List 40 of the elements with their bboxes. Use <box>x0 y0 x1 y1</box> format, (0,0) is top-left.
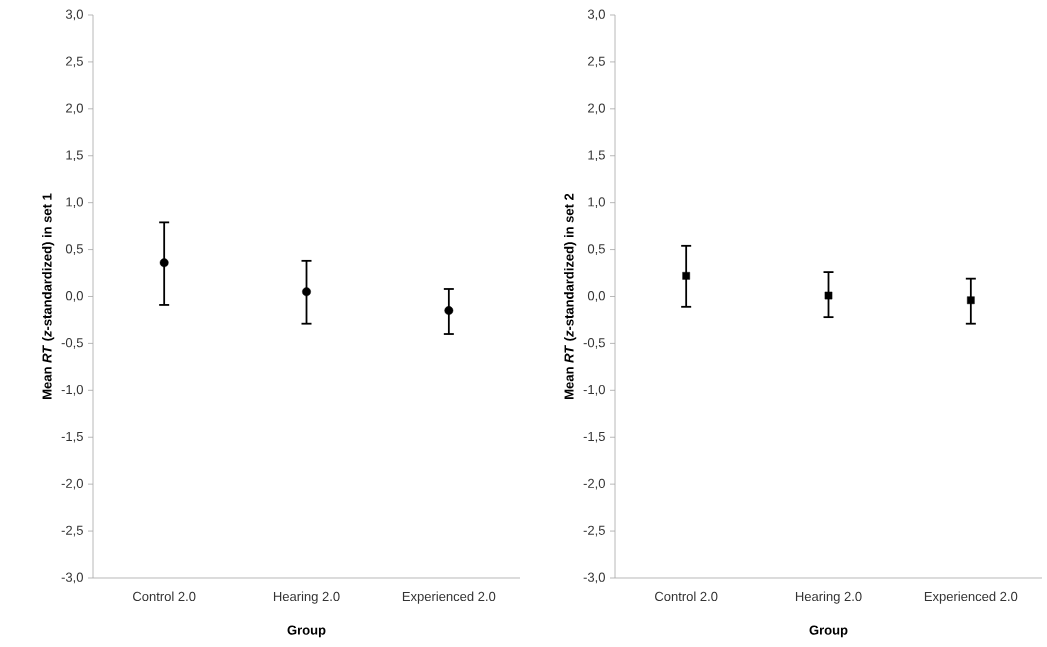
point <box>967 296 975 305</box>
y-tick-label: 2,0 <box>588 103 605 115</box>
y-tick-label: 0,5 <box>587 244 605 255</box>
y-tick-label: -1,0 <box>583 384 605 396</box>
point <box>444 306 454 315</box>
y-tick-label: 0,5 <box>65 244 83 255</box>
y-tick-label: -3,0 <box>583 572 605 584</box>
point <box>824 291 833 300</box>
y-tick-label: 2,0 <box>66 103 83 115</box>
point <box>159 258 169 268</box>
x-axis-title: Group <box>809 625 848 638</box>
y-tick-label: 1,0 <box>66 197 83 209</box>
point <box>682 272 690 280</box>
y-tick-label: -1,5 <box>583 431 605 443</box>
y-tick-label: -3,0 <box>61 572 83 584</box>
y-tick-label: -2,5 <box>61 525 83 537</box>
y-tick-label: 0,0 <box>65 291 83 302</box>
y-tick-label: 1,5 <box>66 150 83 162</box>
x-tick-label: Control 2.0 <box>133 591 196 602</box>
x-tick-label: Experienced 2.0 <box>924 591 1018 604</box>
x-tick-label: Experienced 2.0 <box>402 591 496 604</box>
x-tick-label: Hearing 2.0 <box>795 591 862 604</box>
y-tick-label: -2,0 <box>61 478 83 490</box>
y-tick-label: 3,0 <box>65 9 83 21</box>
y-tick-label: -1,5 <box>61 431 83 443</box>
y-tick-label: 3,0 <box>587 9 605 21</box>
x-axis-title: Group <box>287 625 326 638</box>
point <box>302 287 311 297</box>
y-tick-label: -1,0 <box>61 384 83 396</box>
y-tick-label: 2,5 <box>588 56 605 68</box>
y-tick-label: -0,5 <box>583 338 605 349</box>
y-tick-label: 1,5 <box>588 150 605 162</box>
x-tick-label: Control 2.0 <box>655 591 718 602</box>
y-tick-label: 2,5 <box>66 56 83 68</box>
y-tick-label: -2,5 <box>583 525 605 537</box>
y-tick-label: 1,0 <box>588 197 605 209</box>
y-tick-label: -0,5 <box>61 338 83 349</box>
y-tick-label: -2,0 <box>583 478 605 490</box>
y-tick-label: 0,0 <box>587 291 605 302</box>
x-tick-label: Hearing 2.0 <box>273 591 340 604</box>
